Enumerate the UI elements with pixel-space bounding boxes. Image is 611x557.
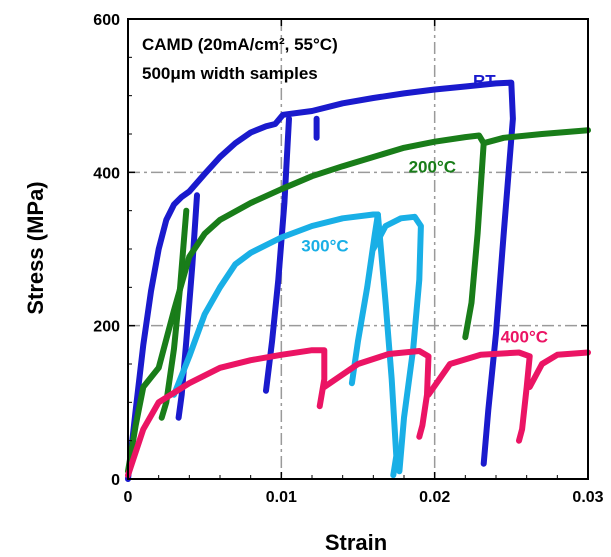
series-rt-segment-1 [125, 79, 516, 482]
series-layer [125, 79, 591, 482]
series-200c-segment-3 [480, 127, 591, 147]
series-400c-segment-1 [125, 347, 328, 479]
axis-ticks: 0 0.01 0.02 0.03 0 200 400 600 [93, 12, 603, 506]
series-200c-segment-2 [158, 207, 190, 421]
series-400c [125, 347, 591, 479]
series-rt [125, 79, 516, 482]
series-200c [125, 127, 591, 475]
series-300c-segment-3 [370, 213, 424, 475]
series-rt-segment-3 [263, 115, 292, 394]
curve-labels: RT 200°C 300°C 400°C [301, 71, 548, 346]
annotation-line-2: 500μm width samples [142, 64, 318, 83]
y-tick-label: 400 [93, 165, 120, 182]
x-tick-label: 0 [124, 489, 133, 506]
curve-label-4: 400°C [501, 328, 548, 347]
series-rt-segment-2 [175, 192, 200, 421]
series-400c-segment-4 [526, 349, 591, 390]
x-tick-label: 0.01 [266, 489, 297, 506]
curve-label-1: RT [473, 71, 496, 90]
series-300c [171, 211, 424, 479]
series-300c-segment-1 [171, 211, 381, 398]
curve-label-3: 300°C [301, 236, 348, 255]
series-400c-segment-3 [425, 349, 533, 444]
x-axis-title: Strain [325, 530, 387, 555]
annotation-line-1: CAMD (20mA/cm², 55°C) [142, 35, 338, 54]
x-tick-label: 0.02 [419, 489, 450, 506]
x-tick-label: 0.03 [572, 489, 603, 506]
series-300c-segment-2 [374, 211, 400, 479]
y-tick-label: 200 [93, 319, 120, 336]
curve-label-2: 200°C [409, 157, 456, 176]
y-tick-label: 600 [93, 12, 120, 29]
y-axis-title: Stress (MPa) [23, 181, 48, 314]
y-tick-label: 0 [111, 472, 120, 489]
series-400c-segment-2 [321, 348, 432, 440]
